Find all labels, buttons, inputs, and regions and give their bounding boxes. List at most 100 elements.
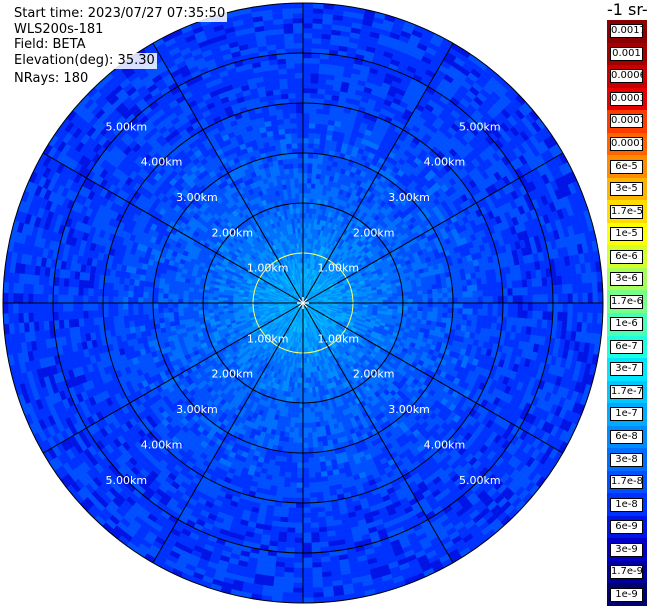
ppi-cell: [437, 307, 444, 314]
ppi-cell: [587, 312, 594, 324]
ppi-cell: [302, 52, 312, 59]
ppi-cell: [435, 278, 442, 285]
ppi-cell: [497, 302, 504, 311]
ppi-cell: [307, 167, 313, 174]
ppi-cell: [527, 302, 534, 312]
ppi-cells: [2, 2, 604, 604]
ppi-cell: [310, 82, 319, 89]
ppi-cell: [311, 57, 321, 64]
ppi-cell: [582, 292, 589, 304]
ppi-cell: [302, 107, 311, 114]
ppi-cell: [308, 127, 316, 134]
ppi-cell: [315, 113, 324, 120]
ppi-cell: [472, 302, 479, 310]
ppi-cell: [311, 42, 322, 49]
ppi-cell: [462, 296, 469, 304]
ppi-cell: [452, 297, 459, 304]
ppi-cell: [477, 290, 484, 298]
ppi-cell: [302, 192, 308, 199]
ppi-cell: [497, 295, 504, 304]
ppi-cell: [466, 284, 473, 292]
ppi-cell: [467, 290, 474, 298]
ppi-cell: [392, 292, 399, 297]
ppi-cell: [516, 317, 523, 327]
ppi-cell: [572, 293, 579, 304]
ppi-cell: [467, 302, 474, 310]
ppi-cell: [407, 291, 413, 296]
ppi-cell: [302, 92, 311, 99]
ppi-cell: [452, 291, 459, 299]
ppi-cell: [302, 77, 312, 84]
ppi-cell: [397, 306, 404, 311]
ppi-cell: [462, 302, 469, 310]
ppi-cell: [316, 163, 323, 170]
ppi-cell: [310, 193, 315, 199]
ppi-cell: [536, 277, 543, 287]
ppi-cell: [522, 310, 529, 319]
ppi-cell: [552, 302, 559, 313]
ppi-cell: [577, 283, 584, 294]
ppi-cell: [472, 308, 479, 316]
ppi-cell: [407, 295, 414, 300]
ppi-cell: [302, 167, 308, 174]
ppi-cell: [562, 284, 569, 295]
ppi-cell: [557, 302, 564, 313]
ppi-cell: [467, 308, 474, 316]
ppi-cell: [312, 7, 324, 14]
ppi-cell: [312, 158, 319, 165]
ppi-cell: [310, 77, 319, 84]
ppi-cell: [302, 202, 307, 209]
ppi-cell: [516, 279, 523, 289]
ppi-cell: [311, 37, 322, 44]
ppi-cell: [531, 278, 538, 288]
ppi-cell: [437, 288, 443, 294]
ppi-cell: [522, 302, 529, 312]
ppi-cell: [537, 294, 544, 304]
ppi-cell: [302, 142, 309, 149]
ppi-cell: [486, 315, 493, 324]
ppi-cell: [347, 299, 354, 302]
ppi-cell: [392, 296, 399, 301]
ppi-cell: [521, 279, 528, 288]
ppi-cell: [572, 283, 579, 294]
ppi-cell: [432, 298, 439, 304]
ppi-cell: [312, 17, 324, 24]
ppi-cell: [422, 311, 428, 317]
ppi-cell: [567, 302, 574, 313]
ppi-cell: [421, 285, 428, 291]
ppi-cell: [476, 314, 483, 323]
ppi-cell: [318, 143, 326, 150]
ppi-cell: [452, 302, 459, 309]
ppi-cell: [427, 293, 434, 299]
ppi-cell: [456, 286, 463, 293]
ppi-cell: [307, 152, 314, 159]
ppi-cell: [522, 294, 529, 304]
ppi-cell: [577, 312, 584, 323]
ppi-cell: [502, 302, 509, 311]
ppi-cell: [472, 296, 479, 304]
ppi-cell: [542, 285, 549, 295]
ppi-cell: [309, 92, 318, 99]
ppi-cell: [437, 312, 443, 318]
ppi-cell: [302, 182, 308, 189]
ppi-cell: [506, 317, 513, 326]
ppi-cell: [487, 302, 494, 310]
ppi-cell: [541, 319, 548, 329]
ppi-cell: [426, 284, 433, 291]
ppi-cell: [302, 22, 314, 29]
ppi-cell: [302, 7, 314, 14]
ppi-cell: [422, 289, 428, 295]
ppi-cell: [367, 297, 374, 301]
ppi-cell: [542, 294, 549, 304]
ppi-cell: [312, 163, 318, 169]
ppi-cell: [526, 278, 533, 288]
ppi-cell: [472, 290, 479, 298]
ppi-cell: [319, 58, 329, 65]
ppi-cell: [305, 217, 310, 224]
ppi-cell: [582, 302, 589, 314]
ppi-cell: [302, 17, 314, 24]
ppi-cell: [582, 282, 589, 294]
ppi-cell: [597, 302, 604, 314]
ppi-cell: [442, 297, 449, 304]
ppi-cell: [407, 298, 414, 304]
